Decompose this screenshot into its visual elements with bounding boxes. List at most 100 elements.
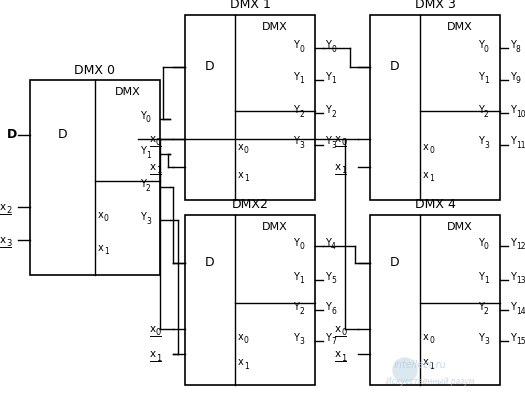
Text: Y: Y [325, 40, 331, 50]
Text: x: x [238, 357, 244, 367]
Text: 1: 1 [341, 166, 346, 175]
Bar [30, 80, 160, 275]
Text: 6: 6 [331, 307, 336, 316]
Text: D: D [7, 128, 17, 141]
Text: intellect.ru: intellect.ru [394, 360, 446, 370]
Text: Y: Y [325, 72, 331, 82]
Text: Y: Y [140, 213, 146, 223]
Text: Y: Y [293, 40, 299, 50]
Text: 2: 2 [299, 109, 304, 119]
Text: 1: 1 [104, 247, 109, 256]
Text: x: x [238, 170, 244, 180]
Text: Y: Y [510, 271, 516, 282]
Text: 0: 0 [429, 336, 434, 345]
Text: 0: 0 [156, 138, 161, 148]
Text: 14: 14 [516, 307, 525, 316]
Text: D: D [390, 256, 400, 269]
Text: x: x [423, 332, 429, 342]
Text: Y: Y [140, 179, 146, 189]
Text: DMX: DMX [262, 222, 288, 232]
Text: x: x [150, 324, 156, 334]
Text: x: x [98, 210, 104, 220]
Text: Y: Y [325, 302, 331, 312]
Text: 12: 12 [516, 242, 525, 251]
Text: x: x [0, 235, 6, 245]
Text: Y: Y [478, 40, 484, 50]
Text: x: x [423, 170, 429, 180]
Text: x: x [423, 357, 429, 367]
Text: Y: Y [325, 105, 331, 115]
Text: Y: Y [293, 105, 299, 115]
Text: 8: 8 [516, 45, 521, 54]
Text: Y: Y [478, 333, 484, 343]
Text: 1: 1 [484, 276, 489, 285]
Text: 1: 1 [484, 76, 489, 85]
Text: DMX 0: DMX 0 [75, 63, 116, 77]
Text: DMX: DMX [447, 222, 473, 232]
Text: 1: 1 [156, 354, 161, 363]
Text: 1: 1 [331, 76, 336, 85]
Text: 5: 5 [331, 276, 336, 285]
Text: 0: 0 [341, 328, 346, 337]
Text: x: x [238, 142, 244, 152]
Text: DMX 4: DMX 4 [415, 198, 456, 211]
Text: 2: 2 [484, 109, 489, 119]
Text: Y: Y [478, 136, 484, 146]
Text: 15: 15 [516, 337, 525, 346]
Text: x: x [150, 162, 156, 172]
Text: 2: 2 [299, 307, 304, 316]
Text: Y: Y [140, 146, 146, 156]
Text: 0: 0 [244, 146, 249, 156]
Circle shape [393, 358, 417, 382]
Text: Y: Y [510, 105, 516, 115]
Text: 0: 0 [331, 45, 336, 54]
Text: 2: 2 [484, 307, 489, 316]
Bar [370, 15, 500, 200]
Bar [370, 215, 500, 385]
Text: Y: Y [510, 136, 516, 146]
Text: 1: 1 [146, 151, 151, 160]
Text: Y: Y [478, 302, 484, 312]
Text: x: x [335, 324, 341, 334]
Text: 3: 3 [331, 141, 336, 150]
Text: x: x [423, 142, 429, 152]
Text: Y: Y [293, 302, 299, 312]
Text: Y: Y [293, 333, 299, 343]
Text: 2: 2 [331, 109, 336, 119]
Text: x: x [238, 332, 244, 342]
Text: DMX: DMX [447, 22, 473, 32]
Text: 2: 2 [146, 184, 151, 193]
Text: DMX 3: DMX 3 [415, 0, 456, 12]
Text: 3: 3 [484, 337, 489, 346]
Text: x: x [335, 349, 341, 359]
Text: Искусственный разум: Искусственный разум [386, 377, 474, 387]
Text: 4: 4 [331, 242, 336, 251]
Text: 1: 1 [299, 76, 304, 85]
Text: Y: Y [510, 72, 516, 82]
Text: 1: 1 [156, 166, 161, 175]
Text: 7: 7 [331, 337, 336, 346]
Text: 1: 1 [244, 362, 249, 371]
Bar [185, 15, 315, 200]
Text: Y: Y [325, 333, 331, 343]
Text: Y: Y [478, 238, 484, 247]
Text: 0: 0 [299, 45, 304, 54]
Text: 11: 11 [516, 141, 525, 150]
Text: 0: 0 [156, 328, 161, 337]
Text: x: x [98, 243, 104, 253]
Text: 3: 3 [146, 217, 151, 226]
Text: 10: 10 [516, 109, 525, 119]
Text: 1: 1 [341, 354, 346, 363]
Text: 13: 13 [516, 276, 525, 285]
Text: x: x [150, 349, 156, 359]
Text: 0: 0 [484, 45, 489, 54]
Text: Y: Y [478, 105, 484, 115]
Text: Y: Y [293, 72, 299, 82]
Text: D: D [205, 256, 215, 269]
Text: x: x [335, 134, 341, 144]
Text: D: D [205, 60, 215, 73]
Text: 0: 0 [146, 115, 151, 124]
Text: Y: Y [510, 238, 516, 247]
Text: x: x [335, 162, 341, 172]
Text: Y: Y [325, 136, 331, 146]
